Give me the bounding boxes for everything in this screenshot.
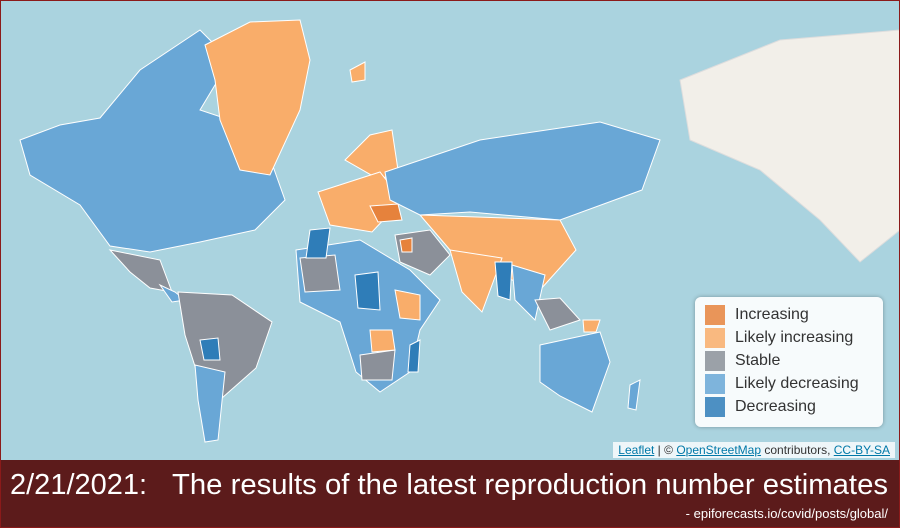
country	[539, 331, 611, 413]
legend-swatch	[705, 373, 725, 394]
attribution-contributors: contributors,	[764, 443, 831, 457]
country	[369, 203, 403, 223]
legend-item: Likely increasing	[705, 326, 883, 349]
legend: Increasing Likely increasing Stable Likely …	[695, 297, 883, 427]
country	[407, 339, 421, 373]
country	[627, 379, 641, 411]
leaflet-link[interactable]: Leaflet	[618, 443, 655, 457]
country	[369, 329, 396, 353]
caption-title: The results of the latest reproduction n…	[172, 469, 888, 501]
legend-swatch	[705, 304, 725, 325]
legend-item: Decreasing	[705, 395, 883, 418]
country	[204, 19, 311, 176]
legend-swatch	[705, 396, 725, 417]
country	[449, 249, 503, 313]
caption-band	[0, 460, 900, 528]
legend-label: Decreasing	[735, 397, 816, 415]
country	[399, 237, 413, 253]
country	[199, 337, 221, 361]
country	[108, 249, 173, 293]
country	[384, 121, 661, 221]
country	[582, 319, 601, 333]
country	[494, 261, 513, 301]
country	[511, 264, 546, 321]
osm-link[interactable]: OpenStreetMap	[676, 443, 762, 457]
unmapped-land	[679, 29, 900, 263]
caption-source: - epiforecasts.io/covid/posts/global/	[686, 506, 889, 521]
legend-label: Increasing	[735, 305, 809, 323]
legend-item: Increasing	[705, 303, 883, 326]
country	[305, 227, 331, 259]
country	[359, 349, 396, 381]
country	[349, 61, 366, 83]
legend-item: Likely decreasing	[705, 372, 883, 395]
country	[534, 297, 581, 331]
license-link[interactable]: CC-BY-SA	[833, 443, 890, 457]
legend-label: Stable	[735, 351, 781, 369]
legend-swatch	[705, 350, 725, 371]
country	[299, 254, 341, 293]
caption-date: 2/21/2021:	[10, 469, 147, 501]
countries	[19, 19, 900, 443]
country	[194, 364, 226, 443]
attribution: Leaflet | © OpenStreetMap contributors, …	[613, 442, 895, 458]
attribution-separator: | ©	[657, 443, 673, 457]
country	[394, 289, 421, 321]
legend-item: Stable	[705, 349, 883, 372]
legend-label: Likely decreasing	[735, 374, 859, 392]
country	[354, 271, 381, 311]
legend-swatch	[705, 327, 725, 348]
legend-label: Likely increasing	[735, 328, 854, 346]
